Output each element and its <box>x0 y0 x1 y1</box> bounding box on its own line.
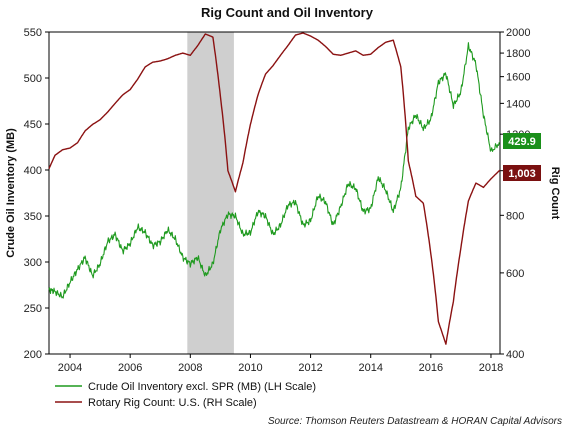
badge-oil-inventory-label: 429.9 <box>508 136 536 148</box>
source-note: Source: Thomson Reuters Datastream & HOR… <box>268 416 562 427</box>
y-right-axis-label: Rig Count <box>549 167 561 220</box>
y-right-tick-label: 1800 <box>506 48 530 60</box>
x-tick-label: 2018 <box>479 362 503 374</box>
recession-band <box>187 32 234 354</box>
badge-rig-count-box <box>503 165 541 181</box>
y-left-tick-label: 550 <box>24 27 42 39</box>
legend-label-oil-inventory: Crude Oil Inventory excl. SPR (MB) (LH S… <box>88 381 316 393</box>
badge-rig-count-label: 1,003 <box>508 168 536 180</box>
y-right-tick-label: 1400 <box>506 98 530 110</box>
series-line-oil-inventory <box>48 42 501 299</box>
y-right-tick-label: 400 <box>506 349 524 361</box>
x-axis-ticks: 2004 2006 2008 2010 2012 2014 2016 2018 <box>58 354 503 374</box>
y-left-tick-label: 400 <box>24 165 42 177</box>
chart-title: Rig Count and Oil Inventory <box>201 5 374 20</box>
y-left-tick-label: 300 <box>24 257 42 269</box>
x-tick-label: 2004 <box>58 362 82 374</box>
badge-rig-count: 1,003 <box>503 165 541 181</box>
y-right-tick-label: 1600 <box>506 72 530 84</box>
x-tick-label: 2008 <box>178 362 202 374</box>
y-right-axis-ticks: 400600800100012001400160018002000 <box>500 27 530 361</box>
x-tick-label: 2012 <box>298 362 322 374</box>
y-left-tick-label: 200 <box>24 349 42 361</box>
x-tick-label: 2014 <box>358 362 382 374</box>
y-right-tick-label: 2000 <box>506 27 530 39</box>
y-right-tick-label: 800 <box>506 210 524 222</box>
y-left-tick-label: 450 <box>24 119 42 131</box>
recession-shading <box>187 32 234 354</box>
badge-oil-inventory-box <box>503 133 541 149</box>
badge-oil-inventory: 429.9 <box>503 133 541 149</box>
y-left-tick-label: 350 <box>24 211 42 223</box>
legend: Crude Oil Inventory excl. SPR (MB) (LH S… <box>55 381 316 409</box>
x-tick-label: 2010 <box>238 362 262 374</box>
x-tick-label: 2006 <box>118 362 142 374</box>
series-line-rig-count <box>48 32 501 345</box>
y-left-axis-ticks: 200 250 300 350 400 450 500 550 <box>24 27 49 361</box>
legend-label-rig-count: Rotary Rig Count: U.S. (RH Scale) <box>88 397 257 409</box>
y-left-axis-label: Crude Oil Inventory (MB) <box>5 128 17 258</box>
plot-frame <box>48 31 501 355</box>
y-right-tick-label: 600 <box>506 268 524 280</box>
x-tick-label: 2016 <box>419 362 443 374</box>
series-lines <box>48 32 501 345</box>
y-left-tick-label: 500 <box>24 73 42 85</box>
y-left-tick-label: 250 <box>24 303 42 315</box>
